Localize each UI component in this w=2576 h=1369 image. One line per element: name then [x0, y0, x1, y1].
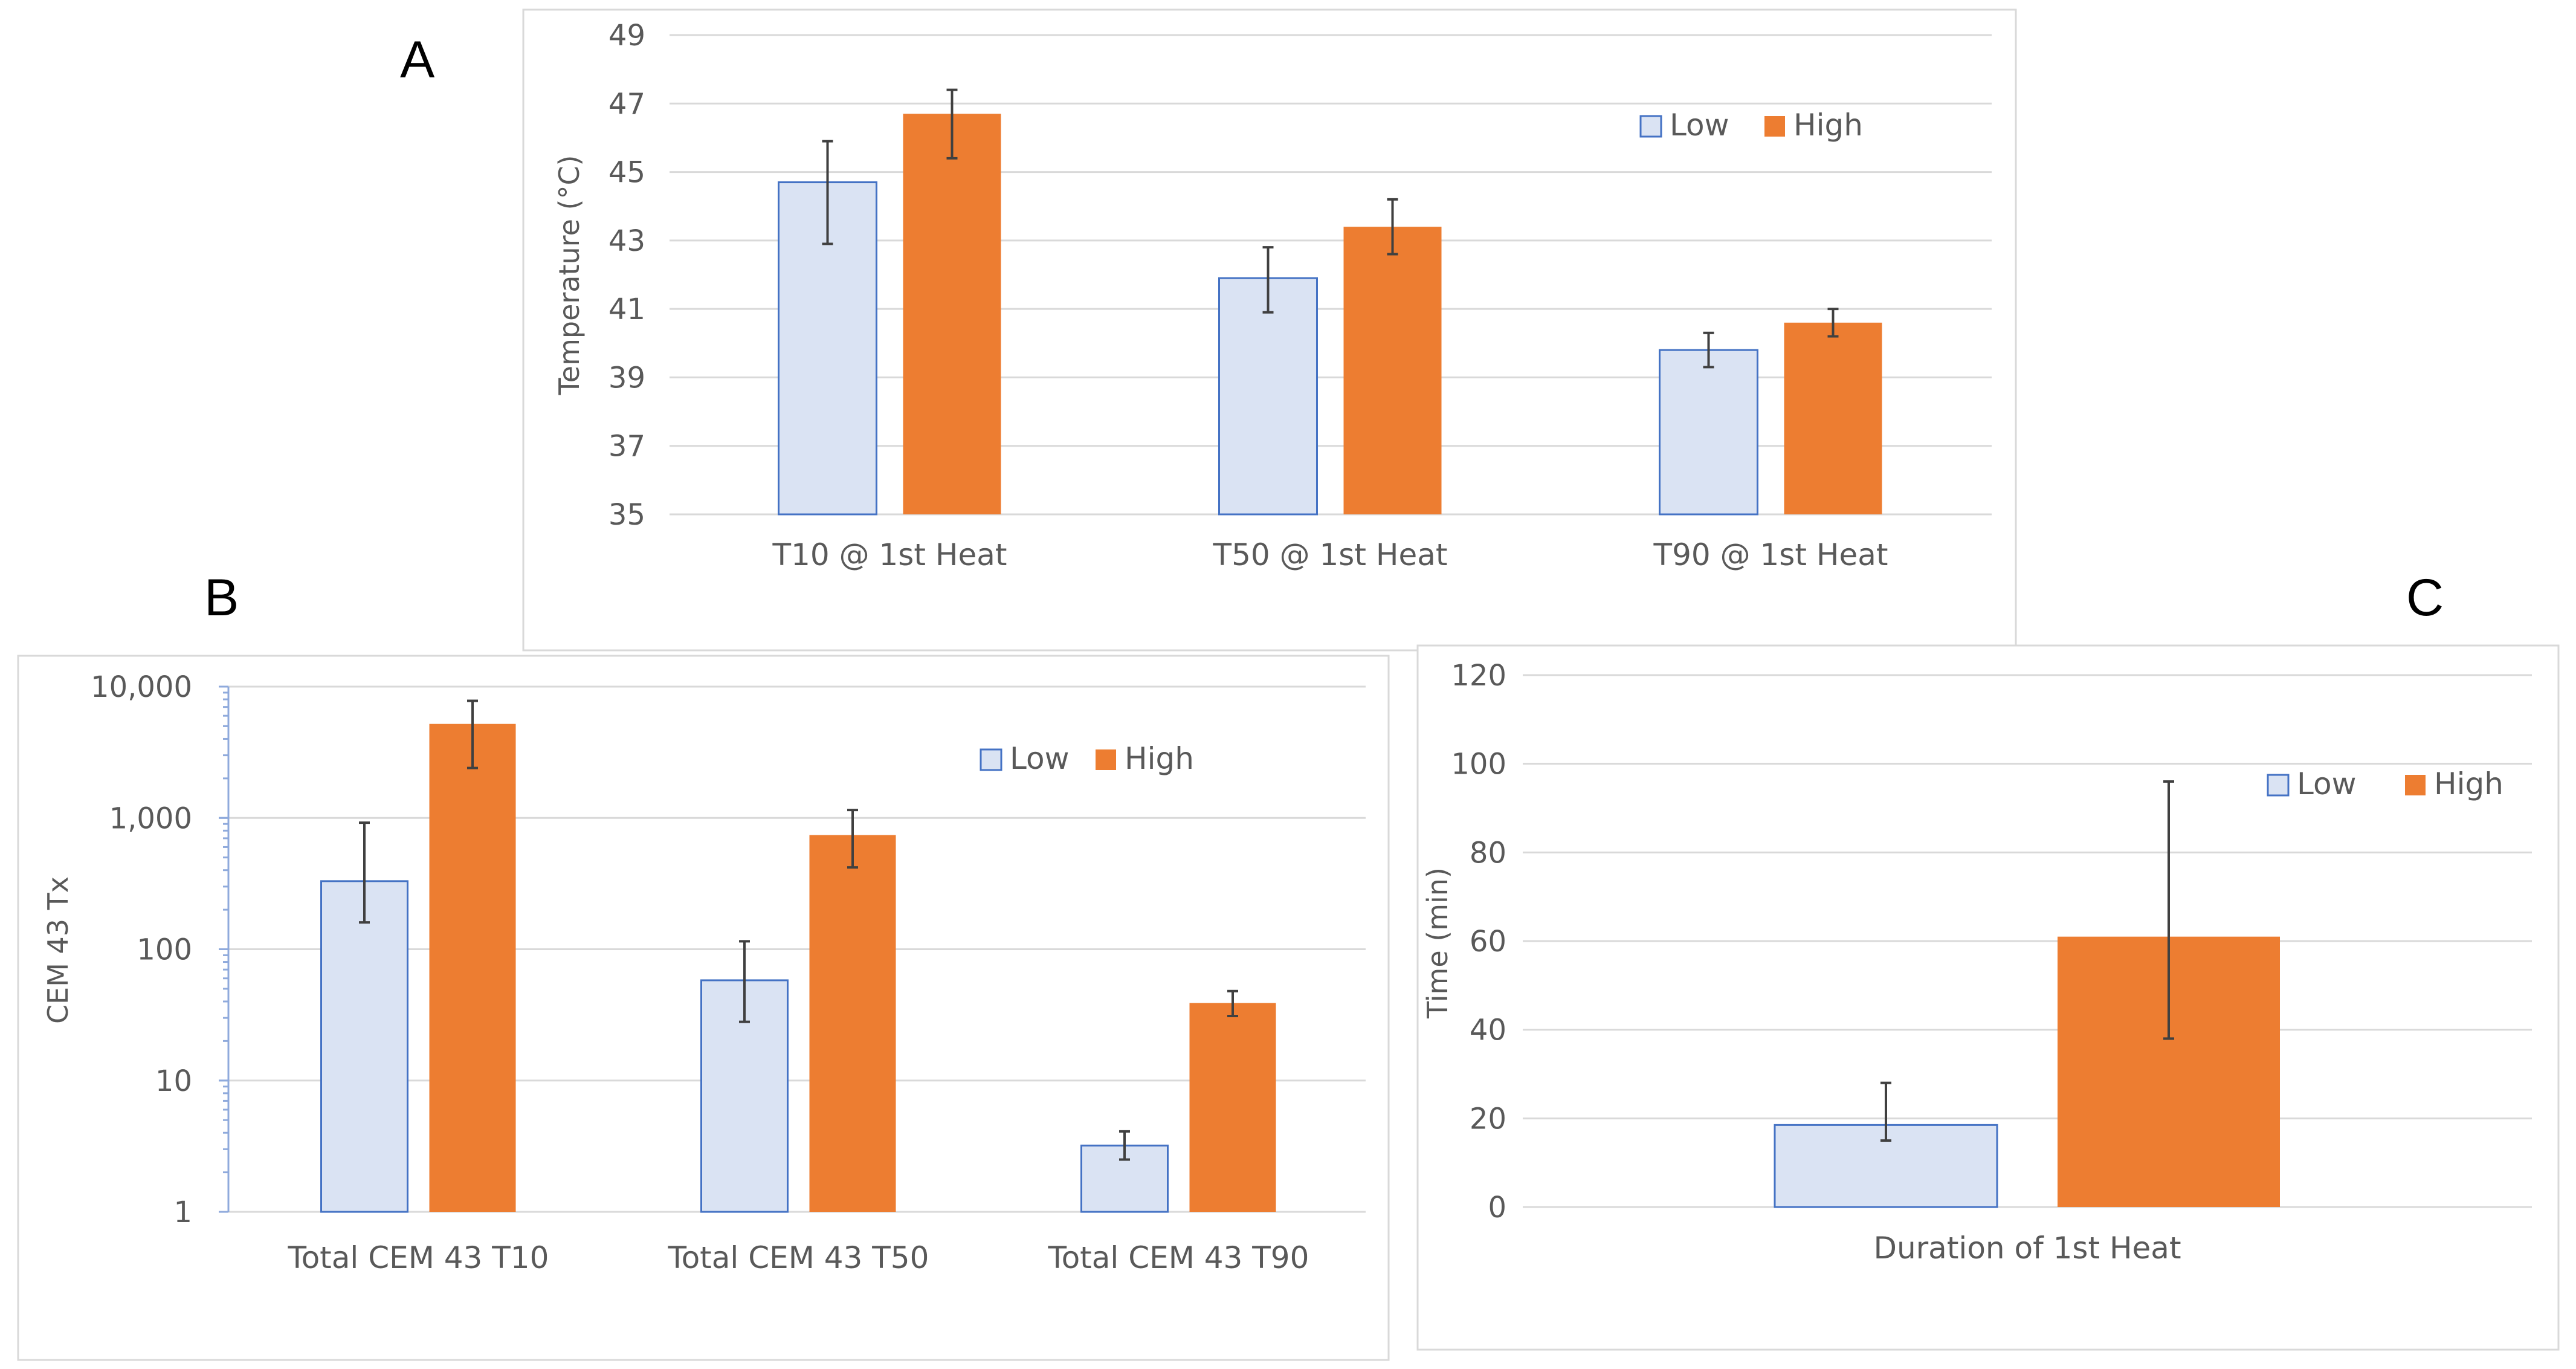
y-tick-label: 100: [137, 933, 192, 967]
bar-high: [903, 114, 1001, 514]
bar-high: [1784, 322, 1882, 514]
y-tick-label: 35: [608, 498, 645, 532]
y-tick-label: 80: [1470, 836, 1506, 870]
category-label: Total CEM 43 T50: [668, 1240, 929, 1275]
y-tick-label: 100: [1451, 748, 1506, 782]
y-tick-label: 41: [608, 293, 645, 326]
category-label: Duration of 1st Heat: [1873, 1231, 2181, 1266]
y-tick-label: 43: [608, 224, 645, 258]
legend-label-high: High: [1793, 108, 1863, 143]
bar-high: [809, 835, 896, 1212]
legend: Low High: [1639, 108, 1863, 143]
y-tick-label: 1,000: [109, 801, 192, 835]
legend-swatch-high: [1764, 116, 1785, 137]
panel-a-letter: A: [400, 31, 435, 89]
panel-b: B 1 10 100 1,000 10,000 Total CEM 43 T10 Total…: [17, 569, 1390, 1361]
legend-label-low: Low: [1010, 741, 1069, 776]
y-tick-label: 47: [608, 87, 645, 121]
category-label: Total CEM 43 T10: [288, 1240, 549, 1275]
chart-c: 0 20 40 60 80 100 120 Duration of 1st Heat Time …: [1421, 659, 2532, 1266]
legend-label-low: Low: [2297, 766, 2356, 801]
panel-a: A 35 37 39 41 43 45 47 49 T10 @ 1st Heat T50 @ 1s…: [400, 8, 2017, 652]
legend-swatch-high: [1096, 749, 1116, 770]
legend-swatch-low: [980, 748, 1002, 771]
y-axis-title: Time (min): [1421, 867, 1454, 1019]
bar-low: [1218, 277, 1318, 516]
legend-label-high: High: [1125, 741, 1194, 776]
y-tick-label: 60: [1470, 925, 1506, 959]
y-tick-label: 0: [1488, 1191, 1506, 1225]
category-label: T90 @ 1st Heat: [1653, 537, 1888, 572]
y-tick-label: 10,000: [91, 670, 192, 704]
bar-low: [1659, 349, 1758, 516]
legend-swatch-high: [2405, 775, 2426, 795]
legend-swatch-low: [1639, 115, 1662, 138]
y-tick-label: 37: [608, 430, 645, 464]
chart-a: 35 37 39 41 43 45 47 49 T10 @ 1st Heat T50 @ 1st …: [553, 19, 1992, 572]
panel-c-letter: C: [2406, 569, 2444, 627]
y-tick-label: 49: [608, 19, 645, 53]
legend-label-high: High: [2434, 766, 2503, 801]
y-tick-label: 10: [155, 1064, 192, 1098]
y-axis-title: CEM 43 Tx: [42, 876, 74, 1024]
panel-b-letter: B: [204, 569, 239, 627]
y-tick-label: 39: [608, 361, 645, 395]
panel-c: C 0 20 40 60 80 100 120 Duration of 1st Heat Tim…: [1416, 569, 2560, 1351]
bar-high: [429, 723, 516, 1212]
legend: Low High: [2267, 766, 2503, 801]
y-tick-label: 45: [608, 156, 645, 190]
category-label: T50 @ 1st Heat: [1213, 537, 1448, 572]
y-axis-title: Temperature (°C): [553, 155, 586, 395]
bar-low: [320, 880, 408, 1213]
y-tick-label: 120: [1451, 659, 1506, 693]
y-tick-label: 40: [1470, 1014, 1506, 1047]
category-label: Total CEM 43 T90: [1048, 1240, 1309, 1275]
category-label: T10 @ 1st Heat: [772, 537, 1007, 572]
y-tick-label: 20: [1470, 1102, 1506, 1136]
legend: Low High: [980, 741, 1194, 776]
bar-high: [1343, 227, 1442, 514]
legend-label-low: Low: [1670, 108, 1729, 143]
y-tick-label: 1: [173, 1196, 192, 1229]
chart-b: 1 10 100 1,000 10,000 Total CEM 43 T10 Total C…: [42, 670, 1366, 1275]
legend-swatch-low: [2267, 774, 2290, 797]
bar-high: [1189, 1003, 1276, 1212]
